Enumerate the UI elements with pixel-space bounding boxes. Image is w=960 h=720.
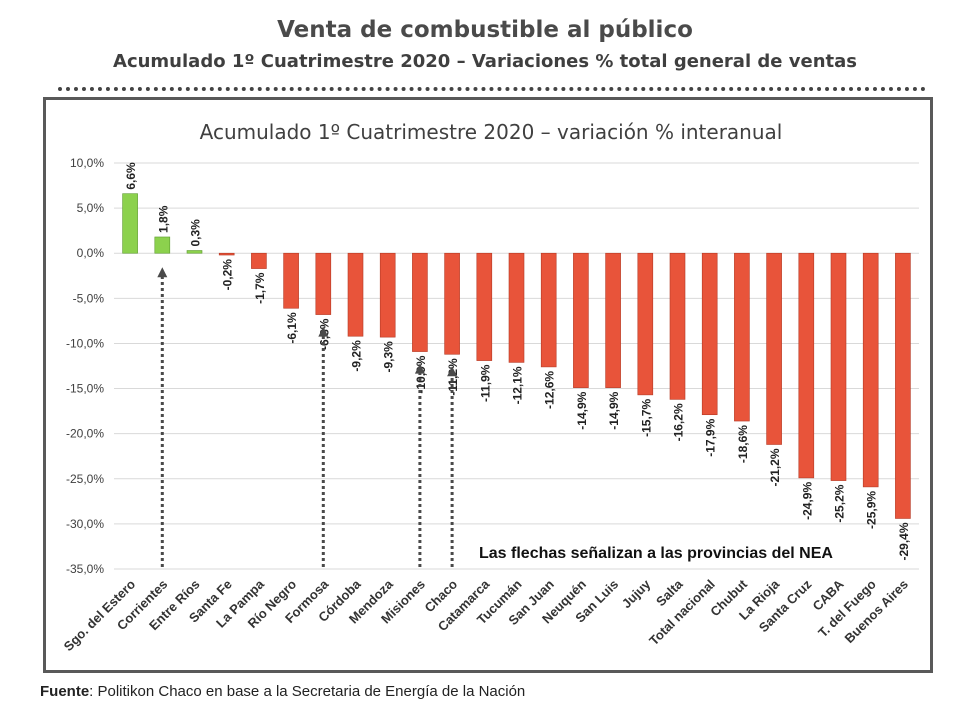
source-text: : Politikon Chaco en base a la Secretari… bbox=[89, 683, 526, 700]
value-label: -29,4% bbox=[897, 522, 911, 560]
bar bbox=[862, 252, 879, 488]
bar bbox=[734, 252, 750, 422]
value-label: -14,9% bbox=[575, 391, 589, 429]
y-tick-label: -35,0% bbox=[66, 562, 104, 576]
value-label: -11,2% bbox=[446, 358, 460, 396]
bar bbox=[701, 252, 718, 416]
chart-frame: Acumulado 1º Cuatrimestre 2020 – variaci… bbox=[43, 97, 933, 673]
dotted-divider bbox=[58, 87, 926, 91]
bar bbox=[379, 252, 396, 338]
y-tick-label: -15,0% bbox=[66, 382, 104, 396]
y-tick-label: 0,0% bbox=[77, 246, 105, 260]
bar bbox=[540, 252, 557, 368]
bar bbox=[637, 252, 654, 396]
value-label: -17,9% bbox=[704, 418, 718, 456]
bar bbox=[766, 252, 782, 445]
bar bbox=[218, 252, 235, 256]
value-label: -18,6% bbox=[736, 425, 750, 463]
bar bbox=[573, 252, 589, 388]
nea-arrow bbox=[447, 366, 458, 567]
bars bbox=[122, 193, 911, 519]
y-tick-label: 10,0% bbox=[70, 156, 104, 170]
bar bbox=[122, 193, 138, 254]
value-label: -6,1% bbox=[285, 312, 299, 344]
y-tick-label: 5,0% bbox=[77, 201, 105, 215]
value-label: -11,9% bbox=[478, 364, 492, 402]
bar-chart: Acumulado 1º Cuatrimestre 2020 – variaci… bbox=[61, 120, 919, 654]
bar bbox=[347, 252, 364, 337]
value-label: 1,8% bbox=[156, 205, 170, 233]
y-tick-label: -5,0% bbox=[73, 291, 105, 305]
slide-subtitle: Acumulado 1º Cuatrimestre 2020 – Variaci… bbox=[113, 51, 857, 72]
y-tick-label: -30,0% bbox=[66, 517, 104, 531]
bar bbox=[315, 252, 332, 315]
slide-title: Venta de combustible al público bbox=[277, 17, 693, 43]
value-label: 0,3% bbox=[189, 219, 203, 247]
bar bbox=[798, 252, 815, 479]
value-label: -21,2% bbox=[768, 448, 782, 486]
bar bbox=[895, 252, 911, 519]
bar bbox=[508, 252, 525, 363]
value-label: 6,6% bbox=[124, 162, 138, 190]
value-label: -24,9% bbox=[800, 482, 814, 520]
gridlines bbox=[114, 162, 919, 570]
bar bbox=[830, 252, 847, 481]
bar bbox=[186, 250, 203, 254]
y-tick-label: -20,0% bbox=[66, 427, 104, 441]
value-label: -0,2% bbox=[221, 259, 235, 291]
bar bbox=[154, 236, 171, 254]
nea-arrows bbox=[157, 267, 458, 567]
nea-arrow bbox=[318, 326, 329, 567]
value-label: -9,2% bbox=[350, 340, 364, 372]
value-labels: 6,6%1,8%0,3%-0,2%-1,7%-6,1%-6,8%-9,2%-9,… bbox=[124, 162, 911, 561]
bar bbox=[283, 252, 299, 309]
x-tick-label: Jujuy bbox=[619, 576, 654, 611]
nea-arrow bbox=[157, 267, 168, 567]
value-label: -9,3% bbox=[382, 341, 396, 373]
y-tick-label: -10,0% bbox=[66, 336, 104, 350]
bar bbox=[251, 252, 267, 269]
chart-title: Acumulado 1º Cuatrimestre 2020 – variaci… bbox=[200, 120, 783, 144]
value-label: -14,9% bbox=[607, 391, 621, 429]
bar bbox=[412, 252, 428, 352]
value-label: -12,1% bbox=[511, 366, 525, 404]
bar bbox=[669, 252, 686, 400]
value-label: -1,7% bbox=[253, 272, 267, 304]
value-label: -16,2% bbox=[672, 403, 686, 441]
bar bbox=[476, 252, 493, 361]
bar bbox=[444, 252, 460, 355]
value-label: -15,7% bbox=[639, 399, 653, 437]
value-label: -12,6% bbox=[543, 371, 557, 409]
source-label: Fuente bbox=[40, 683, 90, 700]
value-label: -25,2% bbox=[833, 484, 847, 522]
chart-annotation: Las flechas señalizan a las provincias d… bbox=[479, 545, 833, 562]
source-note: Fuente: Politikon Chaco en base a la Sec… bbox=[40, 683, 525, 700]
bar bbox=[605, 252, 621, 388]
value-label: -25,9% bbox=[865, 491, 879, 529]
nea-arrow bbox=[414, 363, 425, 567]
y-tick-label: -25,0% bbox=[66, 472, 104, 486]
y-axis-ticks: 10,0% 5,0% 0,0% -5,0% -10,0% -15,0% -20,0% -25,… bbox=[66, 156, 104, 576]
